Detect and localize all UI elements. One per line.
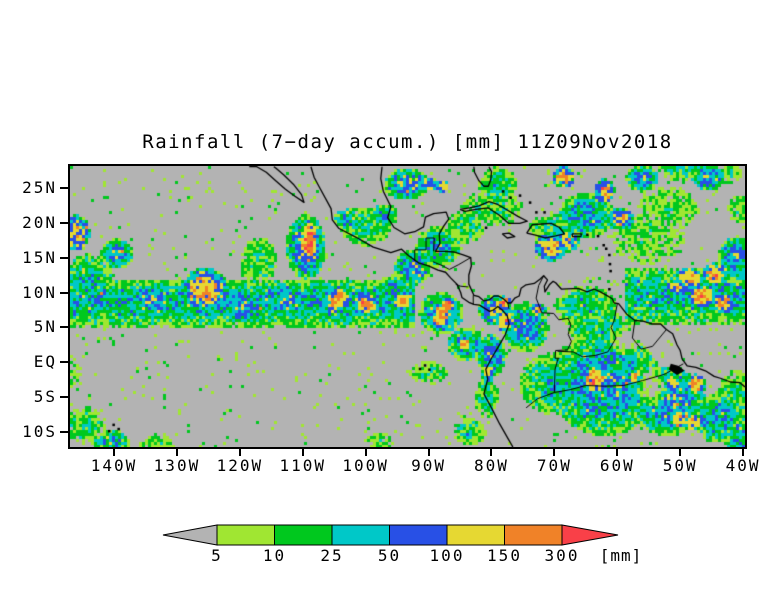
colorbar-segment: [216, 524, 275, 546]
y-tick: [60, 221, 68, 224]
x-tick-label: 130W: [153, 456, 201, 475]
colorbar-segment: [504, 524, 563, 546]
y-tick-label: 10S: [22, 422, 57, 442]
x-tick: [364, 449, 367, 456]
colorbar-svg: [162, 524, 619, 546]
y-tick: [60, 186, 68, 189]
colorbar-segment: [331, 524, 390, 546]
x-tick-label: 110W: [279, 456, 327, 475]
y-tick: [60, 361, 68, 364]
y-tick: [60, 396, 68, 399]
y-tick: [60, 326, 68, 329]
x-tick: [742, 449, 745, 456]
y-tick-label: 15N: [22, 247, 57, 267]
colorbar-boundary-label: 25: [320, 546, 344, 565]
x-tick-label: 100W: [342, 456, 389, 475]
colorbar-boundary-label: 10: [262, 546, 287, 565]
map-frame: [68, 164, 747, 449]
colorbar-unit-label: [mm]: [599, 546, 643, 565]
x-tick-label: 50W: [662, 456, 698, 475]
colorbar-boundary-label: 100: [429, 546, 465, 565]
x-tick: [175, 449, 178, 456]
x-tick-label: 140W: [90, 456, 138, 475]
colorbar-boundary-label: 300: [544, 546, 580, 565]
colorbar-boundary-label: 50: [377, 546, 402, 565]
colorbar-segment: [389, 524, 448, 546]
x-tick-label: 70W: [536, 456, 572, 475]
y-tick-label: 10N: [22, 282, 57, 302]
y-tick: [60, 431, 68, 434]
chart-title: Rainfall (7−day accum.) [mm] 11Z09Nov201…: [142, 131, 673, 153]
x-tick: [301, 449, 304, 456]
colorbar-boundary-label: 5: [211, 546, 223, 565]
x-tick-label: 120W: [216, 456, 264, 475]
rainfall-heatmap-canvas: [70, 166, 745, 447]
x-tick: [427, 449, 430, 456]
y-tick: [60, 291, 68, 294]
y-tick-label: EQ: [33, 352, 57, 372]
x-tick-label: 90W: [411, 456, 447, 475]
colorbar-segment: [446, 524, 505, 546]
colorbar-segment: [274, 524, 333, 546]
y-tick: [60, 256, 68, 259]
y-tick-label: 25N: [22, 177, 57, 197]
x-tick-label: 40W: [725, 456, 761, 475]
x-tick: [490, 449, 493, 456]
x-tick-label: 60W: [599, 456, 635, 475]
y-tick-label: 5S: [33, 387, 57, 407]
colorbar-below-min-arrow: [162, 524, 218, 546]
x-tick: [616, 449, 619, 456]
x-tick: [238, 449, 241, 456]
x-tick-label: 80W: [474, 456, 509, 475]
x-tick: [553, 449, 556, 456]
y-tick-label: 5N: [33, 317, 57, 337]
colorbar-boundary-label: 150: [487, 546, 522, 565]
colorbar-above-max-arrow: [561, 524, 619, 546]
x-tick: [113, 449, 116, 456]
x-tick: [679, 449, 682, 456]
y-tick-label: 20N: [22, 212, 57, 232]
